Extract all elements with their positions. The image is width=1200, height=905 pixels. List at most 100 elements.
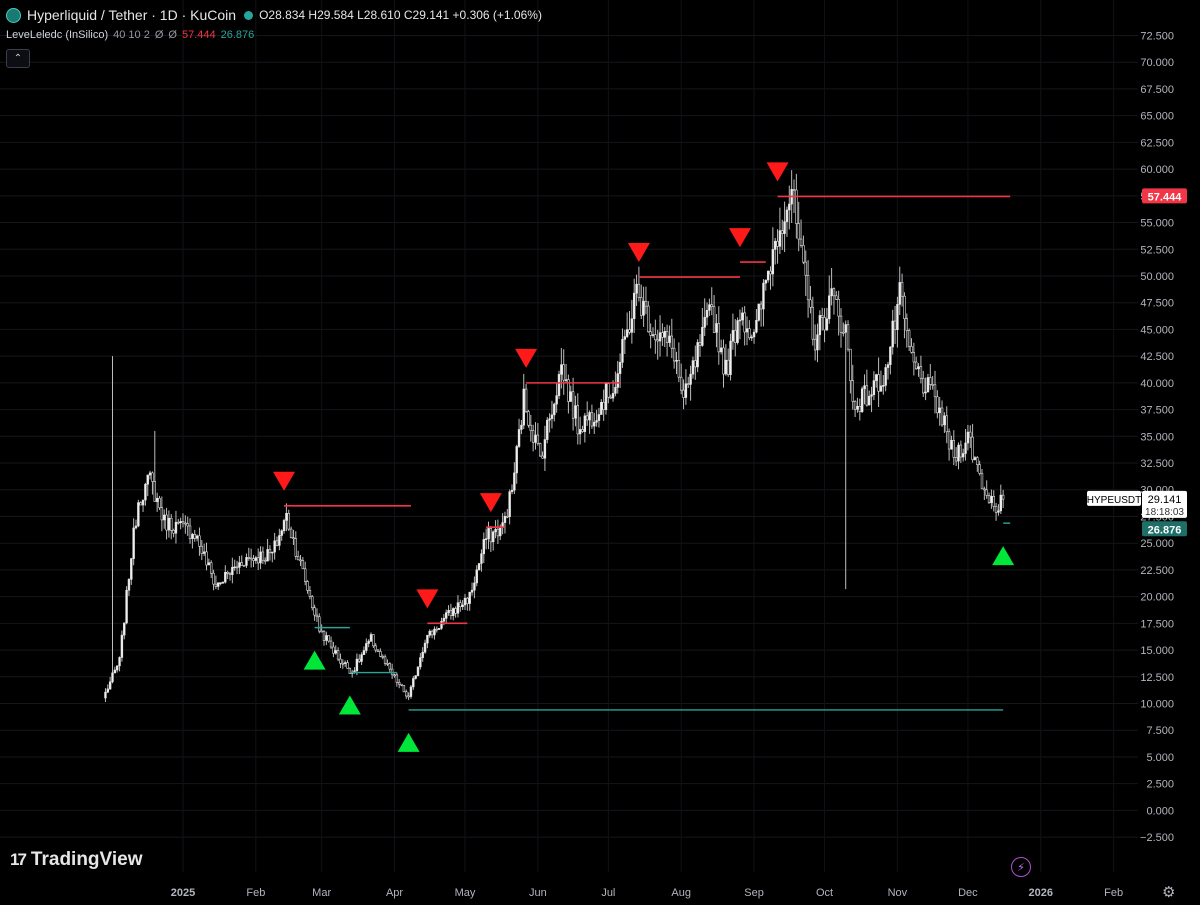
candle-body bbox=[616, 373, 619, 388]
candle-body bbox=[456, 602, 460, 614]
candle-body bbox=[658, 332, 662, 342]
candle-body bbox=[191, 534, 194, 539]
y-tick-label: 67.500 bbox=[1140, 84, 1174, 96]
candle-body bbox=[757, 303, 760, 321]
candle-body bbox=[111, 672, 114, 683]
sell-signal-marker bbox=[479, 493, 502, 513]
candle-body bbox=[783, 221, 786, 234]
signal-markers bbox=[273, 162, 1015, 752]
candle-body bbox=[635, 283, 638, 294]
candle-body bbox=[174, 521, 178, 534]
symbol-title[interactable]: Hyperliquid / Tether · 1D · KuCoin bbox=[27, 7, 237, 23]
candle-body bbox=[999, 494, 1003, 512]
candle-body bbox=[489, 528, 493, 543]
candle-body bbox=[452, 608, 455, 616]
candle-body bbox=[296, 556, 300, 561]
tradingview-logo[interactable]: 17 TradingView bbox=[10, 849, 143, 871]
candle-body bbox=[560, 364, 563, 375]
candle-body bbox=[329, 640, 333, 648]
candle-body bbox=[644, 300, 648, 307]
candle-body bbox=[463, 597, 467, 606]
candle-body bbox=[950, 440, 953, 450]
candle-body bbox=[976, 457, 979, 465]
collapse-legend-button[interactable]: ⌃ bbox=[6, 49, 30, 68]
candle-body bbox=[578, 429, 582, 435]
candle-body bbox=[313, 607, 316, 616]
candle-body bbox=[141, 499, 145, 506]
candle-body bbox=[405, 691, 408, 697]
candle-body bbox=[332, 646, 335, 654]
candle-body bbox=[936, 396, 939, 414]
candle-body bbox=[339, 658, 342, 664]
candle-body bbox=[924, 391, 927, 394]
candle-body bbox=[931, 384, 934, 386]
y-tick-label: 37.500 bbox=[1140, 405, 1174, 417]
candle-body bbox=[388, 663, 391, 670]
candle-body bbox=[564, 379, 568, 381]
candle-body bbox=[294, 538, 297, 557]
sell-signal-marker bbox=[728, 228, 751, 248]
candle-body bbox=[179, 521, 182, 523]
candle-body bbox=[694, 360, 697, 368]
y-tick-label: 0.000 bbox=[1146, 805, 1174, 817]
indicator-legend[interactable]: LeveLeledc (InSilico) 40 10 2 Ø Ø 57.444… bbox=[6, 29, 254, 41]
candle-body bbox=[275, 540, 279, 546]
x-tick-label: 2025 bbox=[171, 887, 195, 899]
candle-body bbox=[788, 203, 791, 211]
candle-body bbox=[875, 374, 878, 381]
candle-body bbox=[835, 295, 838, 300]
price-axis[interactable]: 72.50070.00067.50065.00062.50060.00057.5… bbox=[1140, 30, 1174, 844]
candle-body bbox=[752, 331, 756, 338]
y-tick-label: 2.500 bbox=[1146, 779, 1174, 791]
candle-body bbox=[804, 261, 807, 276]
bolt-icon[interactable]: ⚡ bbox=[1011, 857, 1031, 877]
candle-body bbox=[524, 388, 528, 412]
candle-body bbox=[449, 609, 453, 616]
x-tick-label: Aug bbox=[671, 887, 691, 899]
candle-body bbox=[964, 442, 967, 454]
candle-body bbox=[607, 383, 610, 398]
candle-body bbox=[593, 421, 596, 427]
market-status-icon[interactable] bbox=[244, 10, 254, 20]
candle-body bbox=[741, 312, 744, 321]
indicator-name[interactable]: LeveLeledc (InSilico) bbox=[6, 29, 109, 41]
candle-body bbox=[912, 352, 916, 363]
candle-body bbox=[651, 334, 655, 336]
y-tick-label: 42.500 bbox=[1140, 351, 1174, 363]
candle-body bbox=[360, 654, 363, 662]
candle-body bbox=[181, 521, 185, 524]
candle-body bbox=[506, 516, 509, 518]
candle-body bbox=[851, 380, 854, 402]
candle-body bbox=[348, 668, 352, 674]
candle-body bbox=[454, 608, 457, 614]
candle-body bbox=[797, 223, 800, 240]
candle-body bbox=[969, 431, 972, 438]
candle-body bbox=[832, 288, 836, 297]
candle-body bbox=[202, 551, 206, 554]
candle-body bbox=[484, 538, 488, 540]
y-tick-label: 47.500 bbox=[1140, 298, 1174, 310]
candle-body bbox=[933, 384, 937, 398]
time-axis[interactable]: 2025 Feb Mar Apr May Jun Jul Aug Sep Oct Nov Dec 202… bbox=[171, 887, 1123, 899]
candle-body bbox=[872, 380, 876, 395]
candle-body bbox=[369, 634, 373, 642]
candle-body bbox=[280, 530, 283, 536]
candle-body bbox=[562, 364, 565, 381]
hyperliquid-logo-icon bbox=[6, 7, 21, 23]
candle-body bbox=[534, 434, 537, 443]
candle-body bbox=[907, 330, 911, 347]
candle-body bbox=[623, 336, 627, 340]
candle-body bbox=[261, 551, 265, 561]
candle-body bbox=[482, 539, 485, 555]
candle-body bbox=[343, 662, 347, 664]
support-price-label: 26.876 bbox=[1148, 524, 1182, 536]
candle-body bbox=[177, 521, 180, 524]
candle-body bbox=[132, 527, 135, 559]
candle-body bbox=[468, 591, 471, 604]
candle-body bbox=[842, 331, 845, 334]
candle-body bbox=[318, 616, 321, 632]
gear-icon[interactable]: ⚙ bbox=[1162, 884, 1176, 901]
candle-body bbox=[731, 330, 735, 342]
sell-signal-marker bbox=[766, 162, 789, 182]
